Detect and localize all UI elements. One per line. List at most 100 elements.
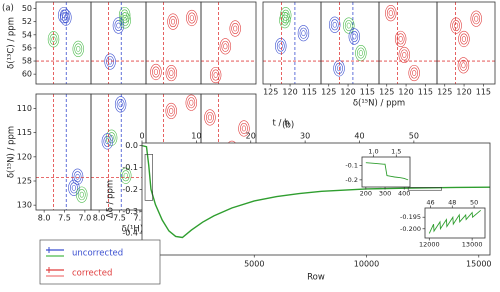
y-tick-label: -0.200 — [400, 225, 421, 233]
x-axis-label: Row — [307, 273, 325, 283]
contour-line — [412, 70, 417, 76]
x-tick-label: 115 — [418, 88, 433, 97]
contour-line — [238, 120, 250, 137]
contour-line — [336, 65, 342, 72]
subpanel-frame — [90, 1, 147, 85]
contour-line — [165, 102, 177, 120]
contour-line — [335, 62, 343, 74]
inset-background — [425, 208, 485, 238]
x-tick-label: 7.5 — [113, 214, 126, 223]
contour-line — [221, 40, 230, 52]
y-tick-label: -0.1 — [345, 162, 358, 170]
subpanel — [437, 2, 495, 84]
contour-line — [189, 15, 194, 21]
contour-line — [73, 171, 82, 183]
contour-line — [107, 132, 116, 144]
contour-line — [229, 20, 241, 37]
subpanel — [91, 94, 146, 210]
contour-line — [352, 33, 357, 40]
contour-line — [167, 67, 176, 79]
contour-line — [59, 9, 68, 21]
contour-line — [283, 12, 288, 19]
contour-line — [116, 22, 121, 29]
x2-tick-label: 0 — [139, 132, 144, 141]
x2-tick-label: 40 — [354, 132, 364, 141]
contour-line — [398, 46, 411, 64]
contour-line — [189, 99, 194, 106]
subpanel — [201, 2, 256, 84]
x2-axis-label: t / h — [273, 119, 290, 129]
contour-line — [169, 108, 174, 114]
x2-tick-label: 1.0 — [368, 148, 378, 156]
legend-label: uncorrected — [72, 249, 123, 259]
panel-label: (a) — [2, 4, 14, 14]
y-tick-label: 115 — [17, 128, 32, 137]
inset-frame — [424, 207, 486, 239]
contour-line — [206, 111, 214, 123]
contour-line — [119, 12, 131, 29]
subpanel — [36, 94, 91, 210]
contour-line — [103, 135, 112, 147]
x-tick-label: 13000 — [462, 241, 483, 249]
contour-line — [398, 36, 403, 42]
y-tick-label: 120 — [17, 152, 32, 161]
contour-line — [241, 125, 247, 132]
y-tick-label: -0.4 — [122, 229, 138, 238]
x-tick-label: 125 — [321, 88, 336, 97]
subpanel-frame — [35, 1, 92, 85]
contour-line — [410, 67, 419, 79]
subpanel — [146, 2, 201, 84]
x-axis-label: δ(¹⁵N) / ppm — [353, 99, 405, 109]
contour-line — [470, 10, 482, 27]
contour-line — [276, 40, 285, 52]
contour-line — [121, 14, 130, 26]
contour-line — [169, 70, 174, 76]
x-tick-label: 115 — [476, 88, 491, 97]
contour-line — [77, 189, 86, 201]
contour-line — [358, 50, 363, 56]
contour-line — [71, 168, 84, 185]
contour-line — [123, 172, 128, 179]
contour-line — [71, 184, 76, 191]
subpanel-frame — [200, 1, 257, 85]
contour-line — [101, 133, 114, 150]
panel-label: (b) — [282, 121, 294, 131]
y-tick-label: -0.1 — [122, 163, 138, 172]
contour-line — [281, 9, 290, 21]
subpanel — [321, 2, 379, 84]
x-tick-label: 400 — [398, 190, 410, 198]
contour-line — [219, 38, 232, 55]
x2-tick-label: 50 — [409, 132, 419, 141]
contour-line — [153, 69, 159, 75]
contour-line — [187, 97, 196, 109]
contour-line — [120, 167, 132, 184]
x-tick-label: 5000 — [244, 260, 264, 269]
x-tick-label: 15000 — [466, 260, 491, 269]
zoom-box — [407, 187, 442, 191]
contour-line — [278, 43, 283, 50]
contour-line — [114, 20, 123, 32]
contour-line — [355, 44, 367, 62]
contour-line — [121, 170, 130, 182]
contour-line — [388, 10, 393, 17]
contour-line — [460, 33, 468, 45]
contour-line — [211, 69, 220, 81]
plot-frame — [141, 142, 491, 256]
inset-frame — [361, 156, 411, 188]
x-tick-label: 120 — [282, 88, 297, 97]
contour-line — [152, 66, 160, 78]
contour-line — [301, 30, 306, 37]
contour-line — [104, 53, 116, 70]
x2-tick-label: 20 — [246, 132, 256, 141]
contour-line — [207, 114, 213, 121]
y-tick-label: -0.2 — [345, 176, 358, 184]
contour-line — [333, 60, 345, 77]
y-tick-label: -0.2 — [122, 185, 138, 194]
contour-line — [105, 138, 110, 145]
contour-line — [452, 20, 460, 32]
contour-line — [76, 46, 81, 52]
subpanel — [91, 2, 146, 84]
x2-tick-label: 1.5 — [391, 148, 401, 156]
contour-line — [402, 52, 407, 58]
y-tick-label: 125 — [17, 177, 32, 186]
